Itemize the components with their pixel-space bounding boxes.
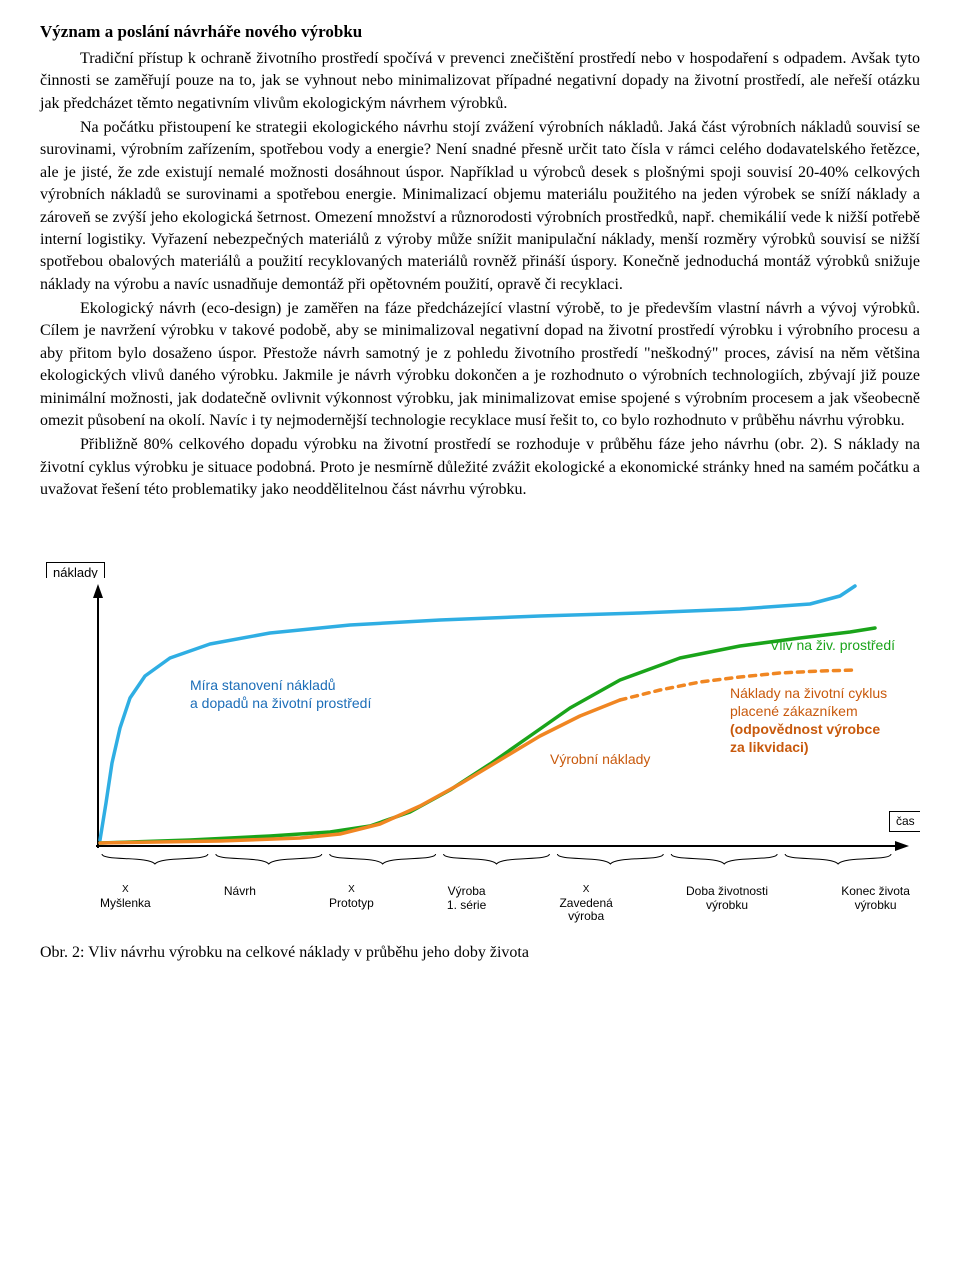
- chart-caption: Obr. 2: Vliv návrhu výrobku na celkové n…: [40, 942, 920, 964]
- x-category-mark: X: [100, 884, 151, 896]
- x-category-5: Doba životnosti výrobku: [686, 884, 768, 924]
- chart-svg: časMíra stanovení nákladůa dopadů na živ…: [40, 578, 920, 878]
- x-category-label: Zavedená výroba: [559, 896, 612, 924]
- x-category-1: Návrh: [224, 884, 256, 924]
- label-green: Vliv na živ. prostředí: [770, 637, 895, 653]
- x-category-4: XZavedená výroba: [559, 884, 612, 924]
- x-category-0: XMyšlenka: [100, 884, 151, 924]
- x-category-3: Výroba 1. série: [447, 884, 486, 924]
- svg-text:a dopadů na životní prostředí: a dopadů na životní prostředí: [190, 695, 371, 711]
- svg-text:placené zákazníkem: placené zákazníkem: [730, 703, 858, 719]
- label-vyrobni: Výrobní náklady: [550, 751, 650, 767]
- chart-x-categories: XMyšlenkaNávrhXPrototypVýroba 1. sérieXZ…: [40, 884, 920, 924]
- x-category-6: Konec života výrobku: [841, 884, 910, 924]
- x-category-label: Doba životnosti výrobku: [686, 884, 768, 912]
- svg-text:Vliv na živ. prostředí: Vliv na živ. prostředí: [770, 637, 895, 653]
- svg-text:Výrobní náklady: Výrobní náklady: [550, 751, 650, 767]
- svg-text:za likvidaci): za likvidaci): [730, 739, 809, 755]
- x-category-label: Výroba 1. série: [447, 884, 486, 912]
- svg-text:Náklady na životní cyklus: Náklady na životní cyklus: [730, 685, 887, 701]
- paragraph-2: Na počátku přistoupení ke strategii ekol…: [40, 117, 920, 296]
- paragraph-1: Tradiční přístup k ochraně životního pro…: [40, 48, 920, 115]
- paragraph-4: Přibližně 80% celkového dopadu výrobku n…: [40, 434, 920, 501]
- x-category-label: Prototyp: [329, 896, 374, 910]
- section-title: Význam a poslání návrháře nového výrobku: [40, 20, 920, 44]
- chart-container: náklady časMíra stanovení nákladůa dopad…: [40, 562, 920, 965]
- svg-text:Míra stanovení nákladů: Míra stanovení nákladů: [190, 677, 336, 693]
- x-category-mark: X: [329, 884, 374, 896]
- x-category-2: XPrototyp: [329, 884, 374, 924]
- x-category-label: Myšlenka: [100, 896, 151, 910]
- x-category-label: Konec života výrobku: [841, 884, 910, 912]
- svg-text:(odpovědnost výrobce: (odpovědnost výrobce: [730, 721, 880, 737]
- paragraph-3: Ekologický návrh (eco-design) je zaměřen…: [40, 298, 920, 432]
- x-category-mark: X: [559, 884, 612, 896]
- x-category-label: Návrh: [224, 884, 256, 898]
